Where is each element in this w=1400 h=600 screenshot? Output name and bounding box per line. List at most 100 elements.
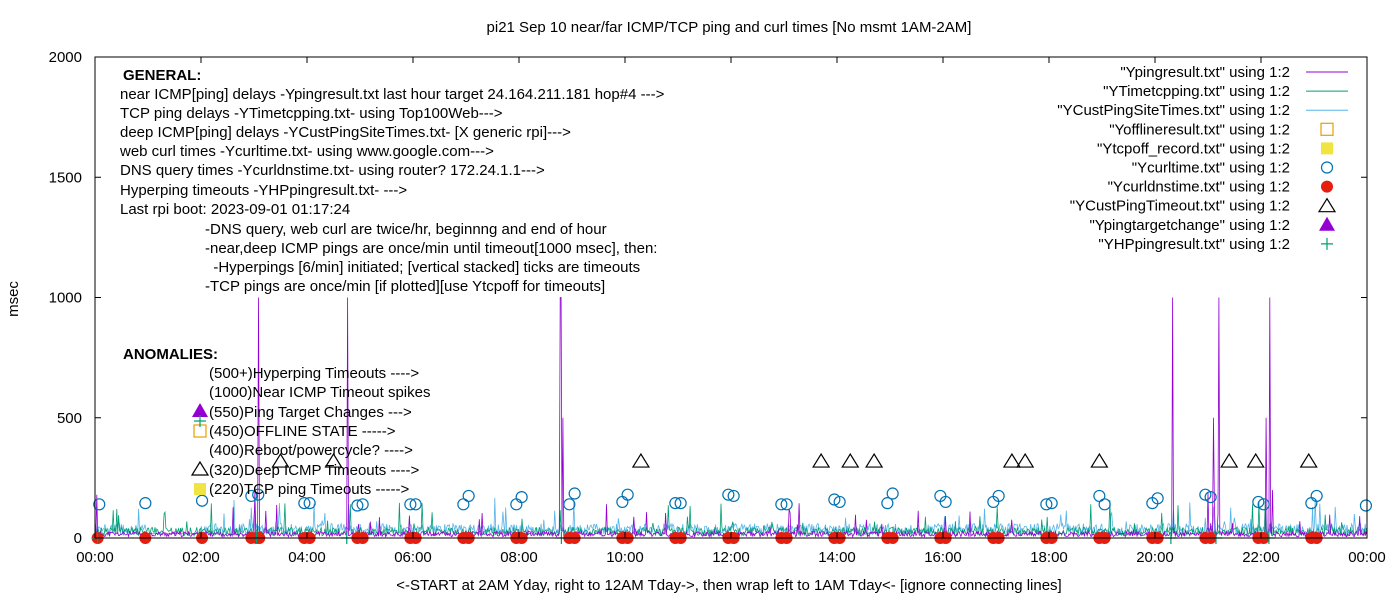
y-tick-label: 0 [74, 530, 82, 547]
legend-entry-symbol [1321, 237, 1333, 250]
curl-time-point [252, 488, 265, 501]
x-tick-label: 02:00 [182, 549, 220, 566]
anomaly-label: (320)Deep ICMP Timeouts ----> [209, 462, 419, 479]
axes-layer: 00:00 02:00 04:00 06:00 08:00 10:00 12:00 14:00… [49, 49, 1386, 566]
legend-entry-symbol [1317, 197, 1337, 213]
curl-time-point [992, 489, 1005, 503]
general-heading: GENERAL: [123, 67, 201, 84]
y-axis-label: msec [5, 281, 22, 317]
curl-time-point [828, 493, 841, 506]
anomaly-label: (500+)Hyperping Timeouts ----> [209, 365, 419, 382]
curl-time-point [775, 498, 788, 511]
legend-entry-label: "Ypingresult.txt" using 1:2 [1120, 64, 1290, 81]
general-line: DNS query times -Ycurldnstime.txt- using… [120, 162, 545, 179]
curl-time-point [1257, 498, 1270, 511]
y-tick-label: 1500 [49, 169, 82, 186]
curl-time-point [1040, 498, 1053, 511]
general-line: near ICMP[ping] delays -Ypingresult.txt … [120, 86, 665, 103]
cust-ping-timeout-point [1299, 452, 1318, 468]
annotations: GENERAL: near ICMP[ping] delays -Ypingre… [119, 67, 665, 498]
anomaly-marker [194, 483, 206, 495]
curl-time-point [621, 488, 634, 501]
curl-time-point [1359, 499, 1373, 512]
anomaly-label: (220)TCP ping Timeouts -----> [209, 481, 409, 498]
legend-entry-label: "Ypingtargetchange" using 1:2 [1089, 217, 1290, 234]
curl-time-point [457, 498, 470, 511]
cust-ping-timeout-point [1090, 452, 1109, 468]
curl-time-point [669, 497, 682, 510]
general-line: Hyperping timeouts -YHPpingresult.txt- -… [120, 182, 407, 199]
legend-entry-symbol [1321, 180, 1333, 193]
cust-ping-timeout-point [1016, 452, 1035, 468]
note-line: -Hyperpings [6/min] initiated; [vertical… [205, 259, 640, 276]
legend-entry-symbol [1320, 122, 1334, 136]
x-tick-label: 04:00 [288, 549, 326, 566]
legend-entry-label: "Ycurldnstime.txt" using 1:2 [1108, 179, 1290, 196]
curl-time-point [886, 487, 899, 500]
curl-time-point [563, 498, 576, 511]
curl-time-point [1045, 497, 1058, 510]
y-tick-label: 2000 [49, 49, 82, 66]
curl-time-point [722, 488, 735, 501]
curl-time-point [245, 489, 258, 503]
curl-time-point [139, 497, 152, 510]
x-tick-label: 06:00 [394, 549, 432, 566]
cust-ping-timeout-point [812, 452, 831, 468]
curl-time-point [404, 498, 417, 511]
x-tick-label: 20:00 [1136, 549, 1174, 566]
anomaly-marker [190, 460, 210, 476]
anomaly-marker [194, 415, 206, 427]
legend-entry-symbol [1320, 161, 1334, 174]
curl-time-point [1310, 489, 1323, 503]
y-tick-label: 500 [57, 410, 82, 427]
x-tick-label: 00:00 [1348, 549, 1386, 566]
x-tick-label: 14:00 [818, 549, 856, 566]
legend-entry-label: "YTimetcpping.txt" using 1:2 [1103, 83, 1290, 100]
x-tick-label: 00:00 [76, 549, 114, 566]
curl-time-point [409, 498, 422, 511]
curl-time-point [510, 498, 523, 511]
series-line [94, 500, 1368, 538]
x-tick-label: 18:00 [1030, 549, 1068, 566]
general-line: web curl times -Ycurltime.txt- using www… [119, 143, 494, 160]
legend-entry-label: "YCustPingSiteTimes.txt" using 1:2 [1057, 102, 1290, 119]
cust-ping-timeout-point [841, 452, 860, 468]
curl-time-point [568, 487, 581, 500]
x-tick-label: 16:00 [924, 549, 962, 566]
legend-entry-label: "YHPpingresult.txt" using 1:2 [1098, 236, 1290, 253]
x-tick-label: 12:00 [712, 549, 750, 566]
anomaly-markers [190, 403, 210, 495]
curl-time-point [356, 498, 369, 511]
cust-ping-timeout-point [1220, 452, 1239, 468]
curl-time-point [1252, 495, 1265, 509]
cust-ping-timeout-point [631, 452, 650, 468]
anomaly-label: (400)Reboot/powercycle? ----> [209, 442, 413, 459]
curl-time-point [616, 495, 629, 509]
curl-time-point [1098, 498, 1111, 511]
curl-time-point [515, 491, 528, 504]
curl-time-point [351, 499, 364, 512]
note-line: -DNS query, web curl are twice/hr, begin… [205, 221, 607, 238]
curl-time-point [303, 497, 316, 510]
curl-time-point [780, 498, 793, 511]
anomaly-label: (550)Ping Target Changes ---> [209, 404, 412, 421]
curl-time-point [93, 498, 106, 511]
x-tick-label: 10:00 [606, 549, 644, 566]
cust-ping-timeout-point [865, 452, 884, 468]
legend: "Ypingresult.txt" using 1:2 "YTimetcpping… [1057, 64, 1348, 253]
general-line: deep ICMP[ping] delays -YCustPingSiteTim… [120, 124, 571, 141]
curl-time-point [1093, 489, 1106, 503]
curl-time-point [881, 497, 894, 510]
note-line: -near,deep ICMP pings are once/min until… [205, 240, 657, 257]
curl-time-point [462, 489, 475, 503]
anomaly-label: (450)OFFLINE STATE -----> [209, 423, 396, 440]
curl-time-point [1204, 491, 1217, 504]
curl-time-point [298, 497, 311, 510]
x-tick-label: 22:00 [1242, 549, 1280, 566]
curl-time-point [1151, 492, 1164, 505]
general-line: Last rpi boot: 2023-09-01 01:17:24 [120, 201, 350, 218]
curl-time-point [1199, 488, 1212, 501]
x-tick-label: 08:00 [500, 549, 538, 566]
legend-entry-label: "Ytcpoff_record.txt" using 1:2 [1097, 140, 1290, 157]
